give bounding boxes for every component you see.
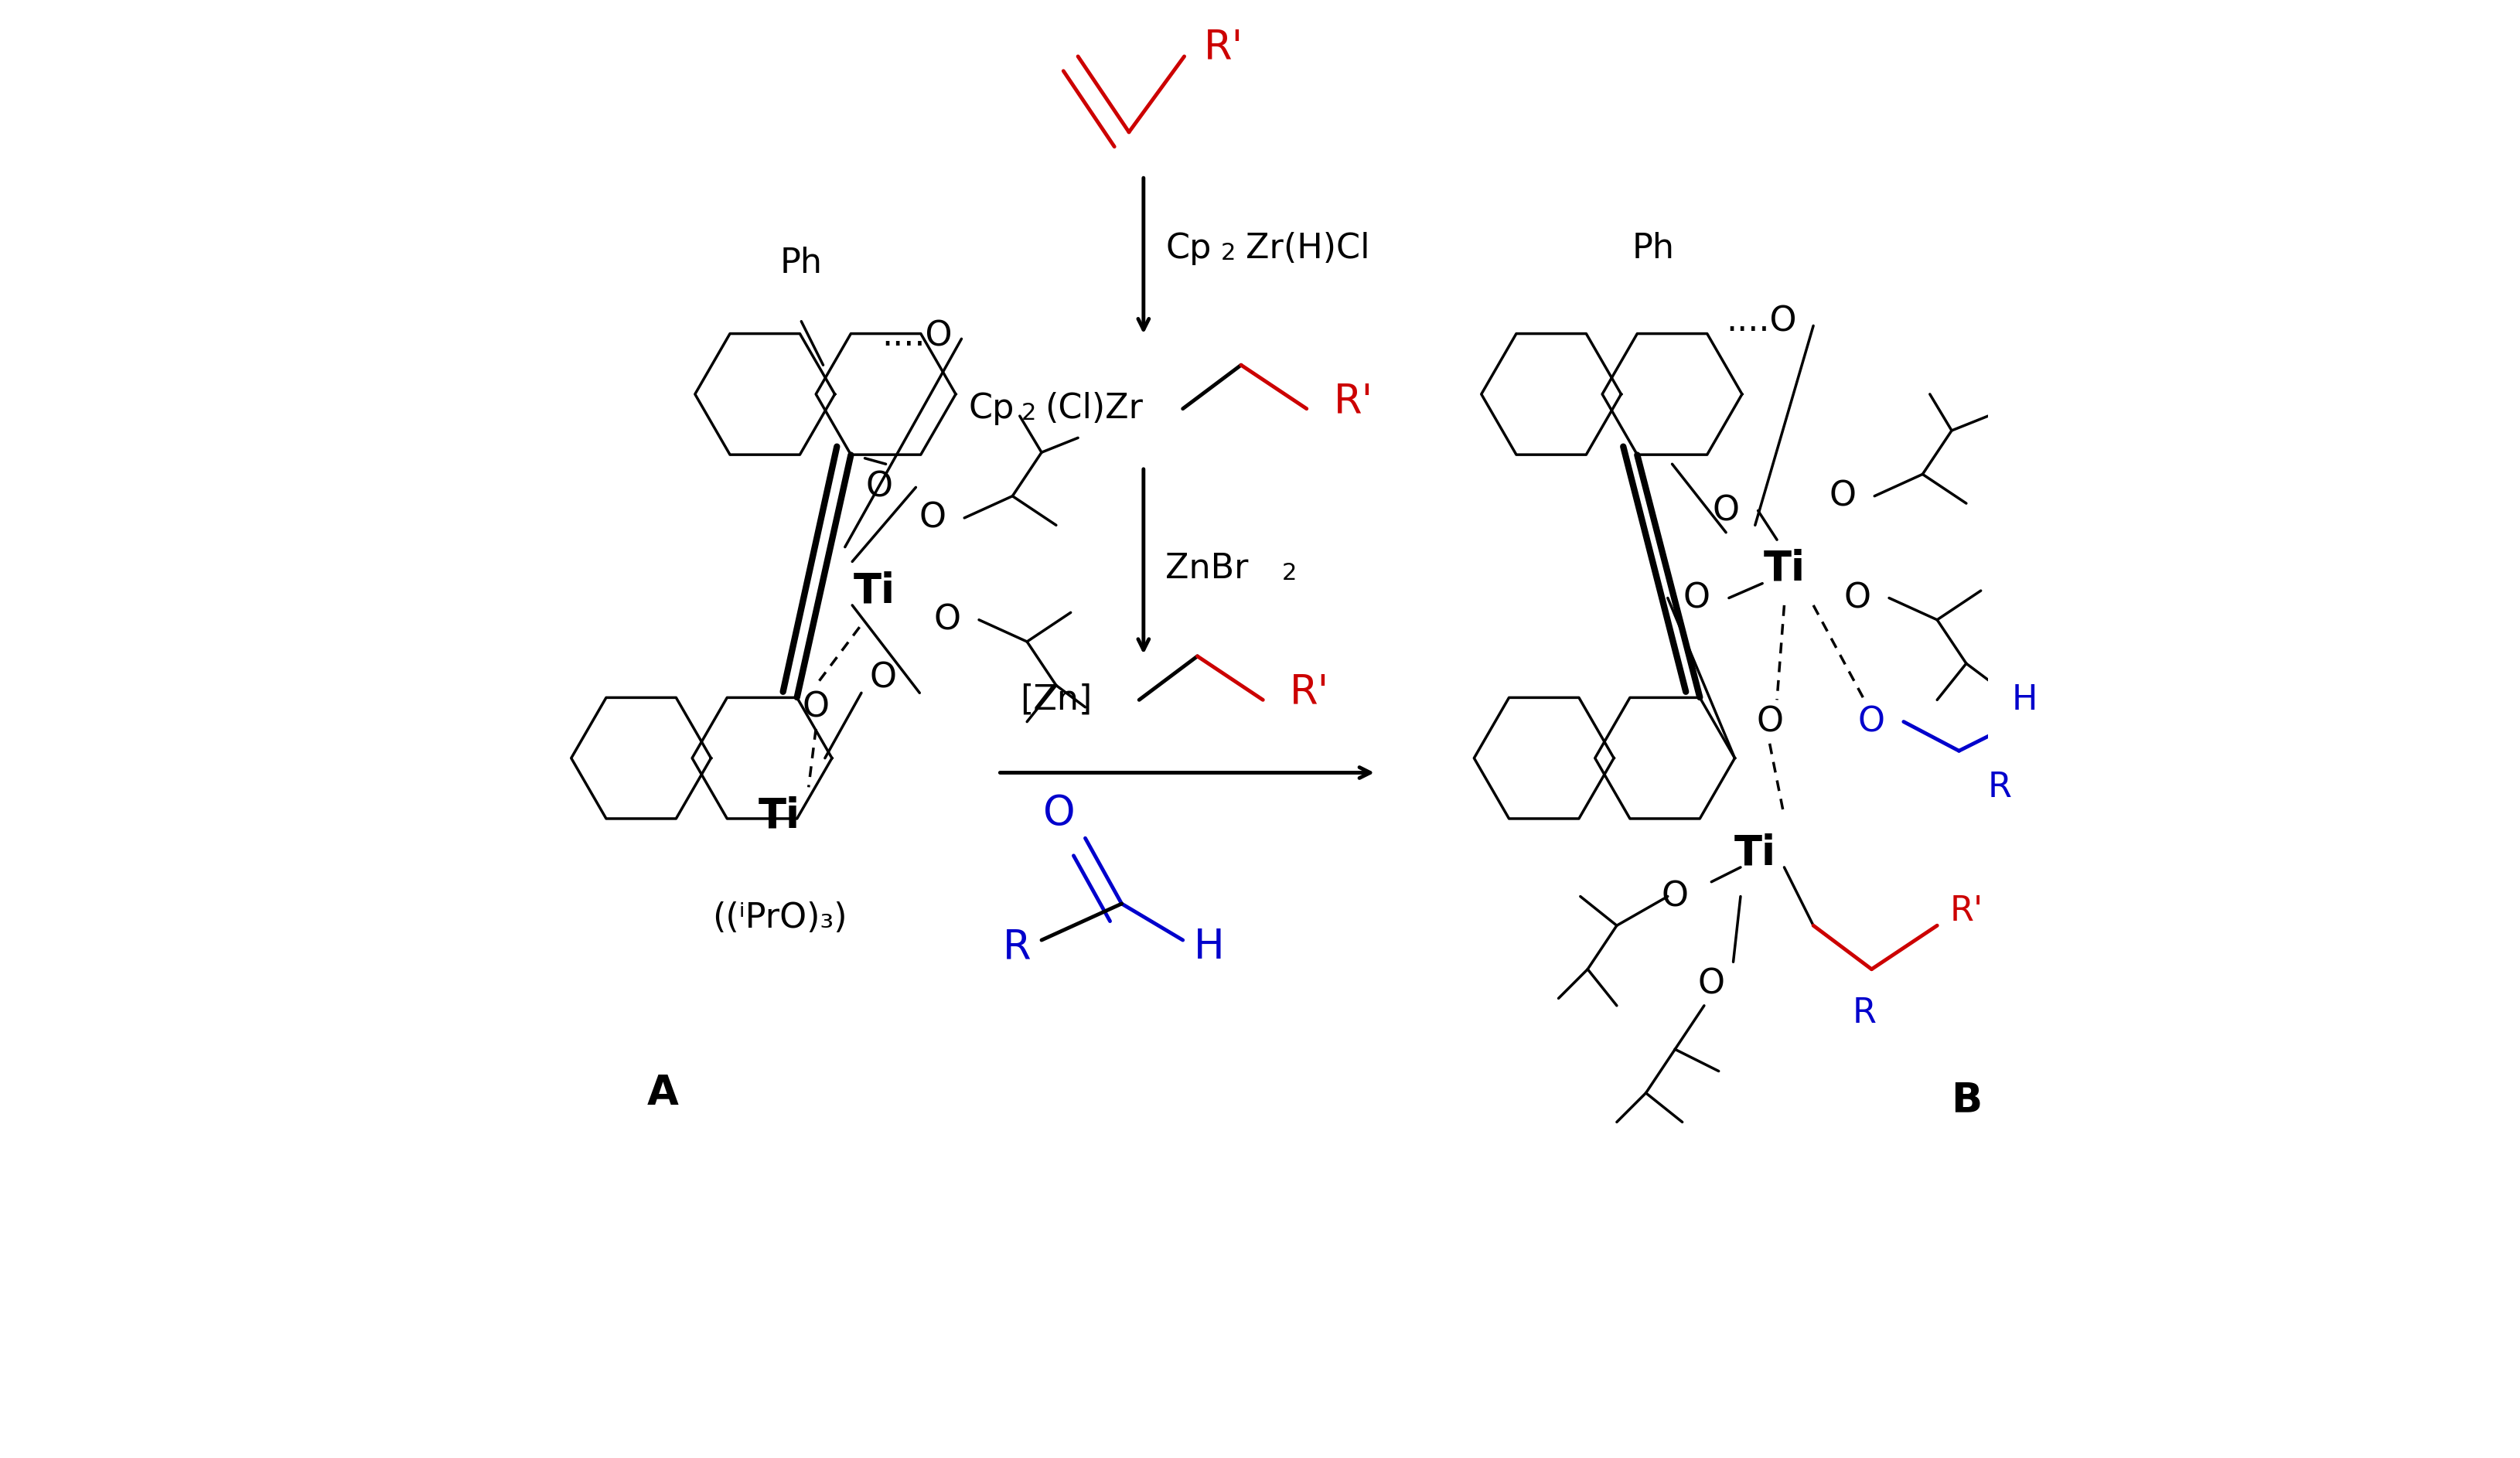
Text: 2: 2 <box>1021 402 1036 424</box>
Text: 2: 2 <box>1220 242 1235 264</box>
Text: R': R' <box>1950 894 1983 927</box>
Text: (Cl)Zr: (Cl)Zr <box>1043 392 1142 426</box>
Text: Ti: Ti <box>759 796 801 837</box>
Text: A: A <box>648 1073 678 1112</box>
Text: R': R' <box>1333 382 1373 421</box>
Text: R': R' <box>1205 28 1242 67</box>
Text: ((ⁱPrO)₃): ((ⁱPrO)₃) <box>713 901 847 935</box>
Text: Zr(H)Cl: Zr(H)Cl <box>1245 232 1368 265</box>
Text: Ti: Ti <box>854 570 895 611</box>
Text: Cp: Cp <box>1164 232 1212 265</box>
Text: B: B <box>1950 1080 1981 1120</box>
Text: O: O <box>1830 480 1857 513</box>
Text: ....O: ....O <box>882 319 953 353</box>
Text: R': R' <box>1290 672 1328 713</box>
Text: O: O <box>1698 967 1726 1000</box>
Text: O: O <box>801 691 829 723</box>
Text: ZnBr: ZnBr <box>1164 553 1247 586</box>
Text: O: O <box>1845 582 1870 615</box>
Text: O: O <box>867 471 892 504</box>
Text: O: O <box>1714 494 1739 528</box>
Text: R: R <box>1003 927 1031 968</box>
Text: H: H <box>1194 927 1225 968</box>
Text: O: O <box>1756 706 1784 738</box>
Text: R: R <box>1852 996 1877 1029</box>
Text: Ti: Ti <box>1734 833 1777 873</box>
Text: ....O: ....O <box>1726 305 1797 338</box>
Text: Ph: Ph <box>1633 232 1673 265</box>
Text: O: O <box>932 604 960 637</box>
Text: Cp: Cp <box>968 392 1016 426</box>
Text: O: O <box>869 662 897 695</box>
Text: O: O <box>1661 879 1688 913</box>
Text: O: O <box>1857 706 1885 738</box>
Text: H: H <box>2011 684 2039 716</box>
Text: 2: 2 <box>1283 561 1298 585</box>
Text: Ti: Ti <box>1764 548 1804 589</box>
Text: O: O <box>1683 582 1711 615</box>
Text: Ph: Ph <box>781 246 822 280</box>
Text: [Zn]: [Zn] <box>1021 684 1091 716</box>
Text: R: R <box>1988 771 2011 803</box>
Text: O: O <box>1043 793 1076 834</box>
Text: O: O <box>920 502 945 535</box>
